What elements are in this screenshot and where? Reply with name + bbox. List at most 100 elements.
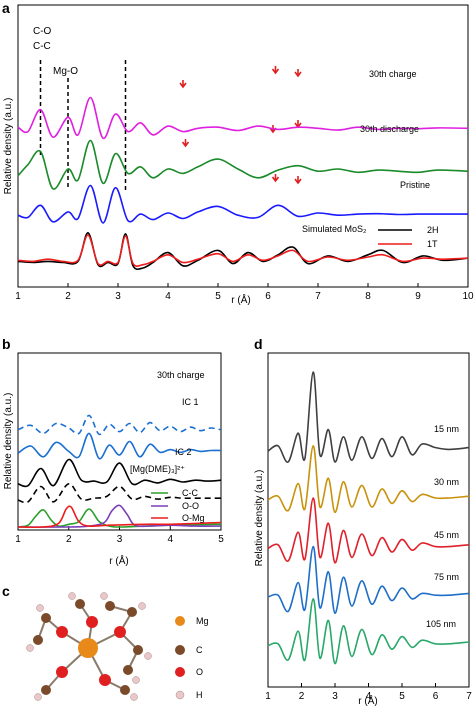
red-arrow-marker bbox=[181, 139, 190, 148]
molecule-atoms bbox=[26, 592, 152, 701]
label-simulated-mos2: Simulated MoS₂ bbox=[302, 224, 367, 234]
legend-label-o-mg: O-Mg bbox=[182, 513, 205, 523]
legend-label-c: C bbox=[196, 645, 203, 655]
panel-label-d: d bbox=[254, 336, 263, 352]
atom-h bbox=[26, 644, 34, 652]
legend-swatch-h bbox=[175, 690, 185, 700]
panel-d-chart: 1 2 3 4 5 6 7 15 nm 30 nm 45 nm 75 nm 105 nm r… bbox=[254, 352, 472, 707]
x-tick-label: 3 bbox=[332, 691, 338, 702]
x-tick-label: 7 bbox=[315, 291, 321, 302]
series-line-ic-1 bbox=[17, 432, 222, 460]
series-line-pristine bbox=[17, 184, 468, 224]
series-line-1t bbox=[17, 234, 469, 267]
atom-o bbox=[114, 626, 126, 638]
series-line-ic-2 bbox=[17, 458, 222, 488]
x-tick-label: 7 bbox=[466, 691, 472, 702]
label-ic2: IC 2 bbox=[175, 447, 192, 457]
legend-label-o-o: O-O bbox=[182, 501, 199, 511]
atom-mg bbox=[78, 638, 98, 658]
annotation-mg-o: Mg-O bbox=[53, 66, 78, 77]
panel-a-dashed-markers bbox=[39, 60, 302, 190]
atom-c bbox=[41, 613, 51, 623]
legend-label-o: O bbox=[196, 667, 203, 677]
panel-b-y-label: Relative density (a.u.) bbox=[3, 393, 14, 490]
x-tick-label: 4 bbox=[165, 291, 171, 302]
x-tick-label: 1 bbox=[265, 691, 271, 702]
series-line-105-nm bbox=[267, 597, 470, 665]
series-line-45-nm bbox=[267, 497, 470, 564]
atom-c bbox=[120, 685, 130, 695]
red-arrow-marker bbox=[294, 69, 302, 78]
atom-c bbox=[133, 645, 143, 655]
atom-h bbox=[138, 602, 146, 610]
atom-h bbox=[34, 693, 42, 701]
atom-h bbox=[144, 652, 152, 660]
panel-a-legend: 2H 1T bbox=[378, 225, 439, 249]
label-45nm: 45 nm bbox=[434, 530, 459, 540]
legend-label-2h: 2H bbox=[427, 225, 439, 235]
series-line-30th-charge bbox=[17, 414, 222, 436]
series-line-30th-charge bbox=[17, 96, 469, 140]
label-pristine: Pristine bbox=[400, 180, 430, 190]
panel-b-series bbox=[17, 414, 222, 529]
atom-o bbox=[86, 616, 98, 628]
panel-a-series bbox=[17, 96, 469, 271]
series-line-30th-discharge bbox=[17, 139, 469, 190]
label-mg-dme: [Mg(DME)₃]²⁺ bbox=[130, 464, 185, 474]
x-tick-label: 5 bbox=[218, 534, 224, 545]
panel-d-series bbox=[267, 371, 470, 665]
legend-label-1t: 1T bbox=[427, 239, 438, 249]
atom-h bbox=[36, 604, 44, 612]
panel-a-x-label: r (Å) bbox=[231, 293, 250, 306]
label-30th-discharge: 30th discharge bbox=[360, 124, 419, 134]
annotation-c-c: C-C bbox=[33, 41, 51, 52]
label-30nm: 30 nm bbox=[434, 477, 459, 487]
panel-d-x-ticks: 1 2 3 4 5 6 7 bbox=[265, 683, 472, 702]
annotation-c-o: C-O bbox=[33, 26, 52, 37]
panel-label-a: a bbox=[2, 0, 10, 16]
atom-c bbox=[123, 665, 133, 675]
series-line-o-mg bbox=[17, 505, 222, 529]
atom-h bbox=[130, 693, 138, 701]
label-b-30th-charge: 30th charge bbox=[157, 370, 205, 380]
panel-c-legend: Mg C O H bbox=[175, 616, 209, 700]
panel-label-c: c bbox=[2, 583, 10, 599]
atom-c bbox=[33, 635, 43, 645]
panel-d-x-label: r (Å) bbox=[358, 694, 377, 707]
atom-c bbox=[75, 599, 85, 609]
panel-d-frame bbox=[267, 352, 470, 688]
panel-b-legend: C-C O-O O-Mg bbox=[151, 488, 205, 523]
panel-b-x-ticks: 1 2 3 4 5 bbox=[15, 526, 224, 545]
x-tick-label: 3 bbox=[117, 534, 123, 545]
x-tick-label: 1 bbox=[15, 291, 21, 302]
atom-o bbox=[56, 666, 68, 678]
legend-label-c-c: C-C bbox=[182, 488, 198, 498]
x-tick-label: 2 bbox=[66, 534, 72, 545]
x-tick-label: 2 bbox=[65, 291, 71, 302]
x-tick-label: 1 bbox=[15, 534, 21, 545]
series-line-75-nm bbox=[267, 545, 470, 615]
legend-label-mg: Mg bbox=[196, 616, 209, 626]
x-tick-label: 3 bbox=[115, 291, 121, 302]
label-30th-charge: 30th charge bbox=[369, 69, 417, 79]
label-15nm: 15 nm bbox=[434, 424, 459, 434]
x-tick-label: 4 bbox=[366, 691, 372, 702]
red-arrow-marker bbox=[294, 120, 302, 129]
atom-o bbox=[99, 674, 111, 686]
red-arrow-marker bbox=[271, 174, 280, 183]
x-tick-label: 9 bbox=[415, 291, 421, 302]
x-tick-label: 6 bbox=[433, 691, 439, 702]
atom-h bbox=[100, 592, 108, 600]
x-tick-label: 5 bbox=[215, 291, 221, 302]
panel-d-y-label: Relative density (a.u.) bbox=[254, 470, 265, 567]
red-arrow-marker bbox=[179, 80, 187, 89]
red-arrow-marker bbox=[271, 66, 280, 75]
panel-b-x-label: r (Å) bbox=[109, 554, 128, 567]
label-ic1: IC 1 bbox=[182, 397, 199, 407]
x-tick-label: 4 bbox=[167, 534, 173, 545]
series-line-30-nm bbox=[267, 444, 470, 514]
atom-c bbox=[127, 607, 137, 617]
label-105nm: 105 nm bbox=[426, 619, 456, 629]
atom-h bbox=[132, 676, 140, 684]
